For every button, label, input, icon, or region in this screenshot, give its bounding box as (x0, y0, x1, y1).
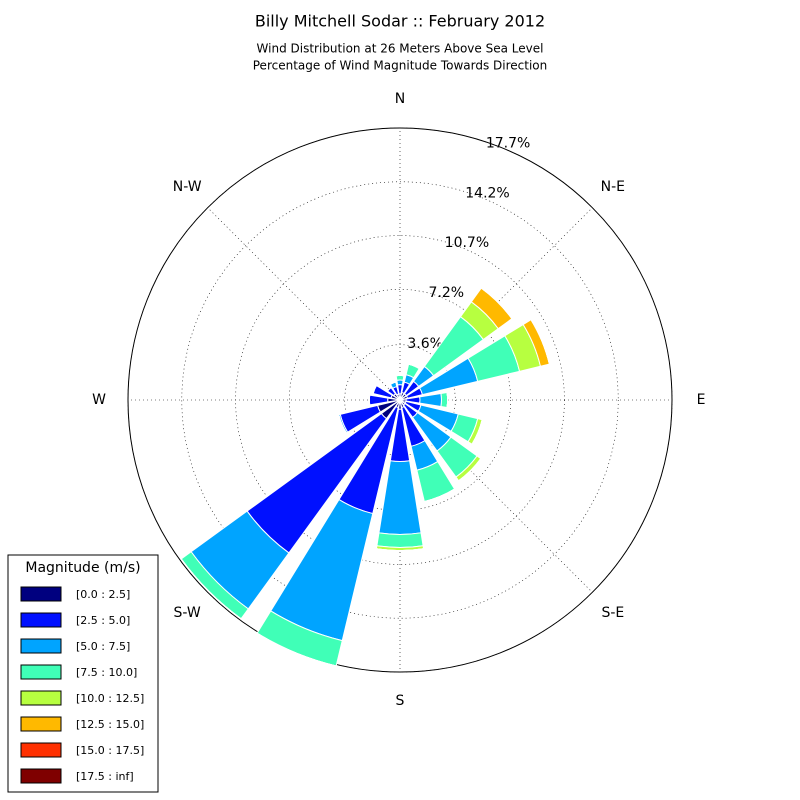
wind-bar-segment (440, 391, 449, 409)
ring-label: 7.2% (429, 285, 465, 301)
legend-label: [0.0 : 2.5] (76, 588, 130, 601)
legend-swatch (20, 768, 62, 784)
wind-bar-segment (408, 363, 420, 369)
ring-grid-line (181, 181, 619, 619)
wind-bar-segment (387, 387, 392, 392)
ring-grid-line (344, 344, 456, 456)
ring-label: 10.7% (445, 235, 489, 251)
direction-label: N-W (173, 179, 202, 195)
wind-bar-segment (446, 392, 449, 408)
wind-bar-segment (471, 419, 483, 445)
chart-subtitle: Wind Distribution at 26 Meters Above Sea… (257, 42, 544, 56)
legend-title: Magnitude (m/s) (25, 560, 140, 576)
ring-grid-line (127, 127, 673, 673)
direction-label: N (395, 91, 405, 107)
legend-swatch (20, 638, 62, 654)
legend: Magnitude (m/s) [0.0 : 2.5] [2.5 : 5.0] [5… (7, 554, 159, 793)
wind-bar-segment (481, 287, 513, 319)
legend-label: [10.0 : 12.5] (76, 692, 144, 705)
legend-swatch (20, 586, 62, 602)
legend-label: [2.5 : 5.0] (76, 614, 130, 627)
direction-label: W (92, 392, 106, 408)
wind-bar-segment (376, 532, 424, 548)
wind-bar-segment (390, 381, 396, 385)
legend-label: [17.5 : inf] (76, 770, 134, 783)
legend-label: [7.5 : 10.0] (76, 666, 137, 679)
legend-swatch (20, 716, 62, 732)
chart-subtitle: Percentage of Wind Magnitude Towards Dir… (253, 59, 547, 73)
wind-bar-segment (396, 379, 404, 386)
legend-swatch (20, 664, 62, 680)
radial-grid-line (207, 207, 401, 401)
ring-grid-line (289, 289, 511, 511)
wind-bar-segment (419, 392, 442, 408)
direction-label: S-W (174, 605, 201, 621)
ring-label: 3.6% (407, 336, 443, 352)
ring-label: 14.2% (465, 185, 509, 201)
chart-title: Billy Mitchell Sodar :: February 2012 (255, 12, 545, 31)
wind-bar-segment (395, 374, 405, 381)
legend-label: [15.0 : 17.5] (76, 744, 144, 757)
direction-label: S (396, 693, 405, 709)
direction-label: E (697, 392, 706, 408)
legend-swatch (20, 690, 62, 706)
plot-area: N N-E E S-E S S-W W N-W 3.6% 7.2% 10.7% 14.2% 17.7% (92, 91, 705, 709)
legend-swatch (20, 612, 62, 628)
legend-swatch (20, 742, 62, 758)
ring-grid-line (235, 235, 565, 565)
direction-label: S-E (601, 605, 624, 621)
wind-bar-segment (458, 458, 482, 482)
legend-label: [5.0 : 7.5] (76, 640, 130, 653)
radial-grid-line (399, 399, 593, 593)
direction-label: N-E (601, 179, 625, 195)
ring-label: 17.7% (486, 136, 530, 152)
legend-label: [12.5 : 15.0] (76, 718, 144, 731)
wind-bar-segment (378, 460, 422, 535)
